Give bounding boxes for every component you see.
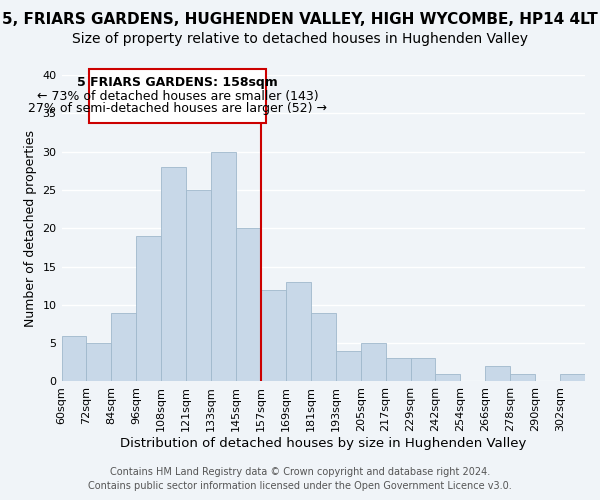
- Bar: [136, 236, 161, 382]
- Text: 5 FRIARS GARDENS: 158sqm: 5 FRIARS GARDENS: 158sqm: [77, 76, 278, 89]
- Bar: [560, 374, 585, 382]
- Bar: [62, 336, 86, 382]
- Bar: [361, 343, 386, 382]
- Bar: [112, 312, 136, 382]
- Text: 27% of semi-detached houses are larger (52) →: 27% of semi-detached houses are larger (…: [28, 102, 327, 115]
- Bar: [436, 374, 460, 382]
- X-axis label: Distribution of detached houses by size in Hughenden Valley: Distribution of detached houses by size …: [120, 437, 526, 450]
- Y-axis label: Number of detached properties: Number of detached properties: [24, 130, 37, 327]
- Bar: [386, 358, 410, 382]
- Text: 5, FRIARS GARDENS, HUGHENDEN VALLEY, HIGH WYCOMBE, HP14 4LT: 5, FRIARS GARDENS, HUGHENDEN VALLEY, HIG…: [2, 12, 598, 28]
- Text: ← 73% of detached houses are smaller (143): ← 73% of detached houses are smaller (14…: [37, 90, 318, 102]
- Bar: [510, 374, 535, 382]
- Bar: [286, 282, 311, 382]
- Bar: [211, 152, 236, 382]
- Bar: [336, 351, 361, 382]
- FancyBboxPatch shape: [89, 69, 266, 122]
- Text: Contains HM Land Registry data © Crown copyright and database right 2024.
Contai: Contains HM Land Registry data © Crown c…: [88, 467, 512, 491]
- Text: Size of property relative to detached houses in Hughenden Valley: Size of property relative to detached ho…: [72, 32, 528, 46]
- Bar: [236, 228, 261, 382]
- Bar: [261, 290, 286, 382]
- Bar: [311, 312, 336, 382]
- Bar: [161, 167, 186, 382]
- Bar: [485, 366, 510, 382]
- Bar: [86, 343, 112, 382]
- Bar: [410, 358, 436, 382]
- Bar: [186, 190, 211, 382]
